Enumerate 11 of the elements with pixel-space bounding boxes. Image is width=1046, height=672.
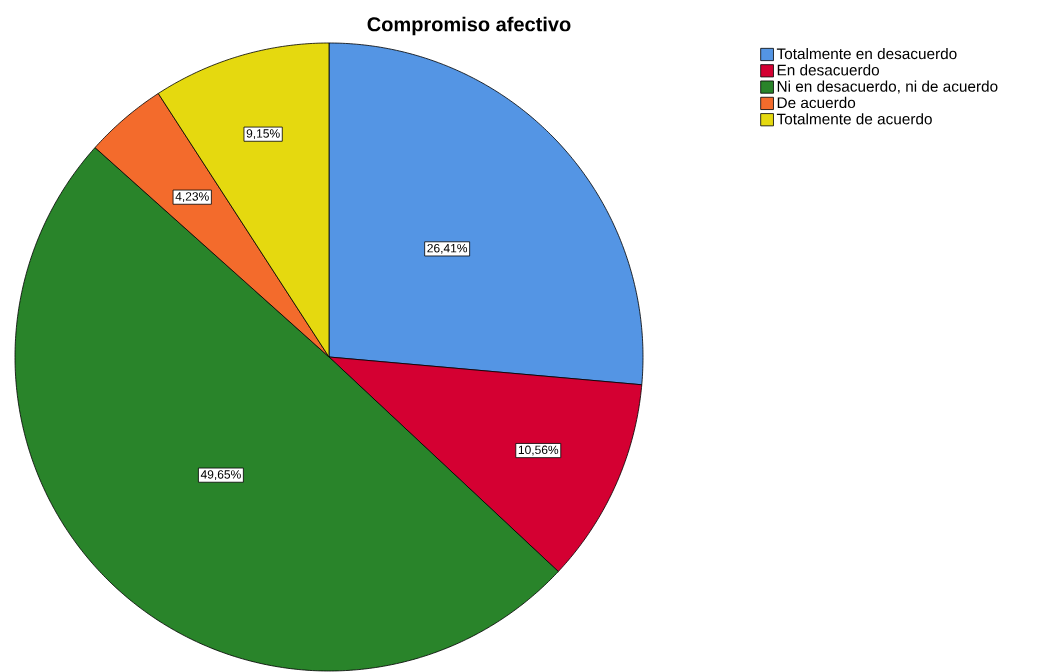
legend-label: De acuerdo [777, 96, 856, 109]
legend-label: En desacuerdo [777, 64, 880, 76]
legend-label: Totalmente en desacuerdo [776, 47, 957, 60]
legend-label: Ni en desacuerdo, ni de acuerdo [777, 80, 998, 94]
legend-label: Totalmente de acuerdo [776, 113, 932, 125]
data-label: 49,65% [200, 470, 241, 481]
data-label: 4,23% [175, 192, 209, 203]
chart-title: Compromiso afectivo [367, 16, 571, 36]
data-label: 10,56% [518, 445, 559, 456]
data-label: 26,41% [427, 243, 468, 254]
data-label: 9,15% [246, 129, 280, 140]
